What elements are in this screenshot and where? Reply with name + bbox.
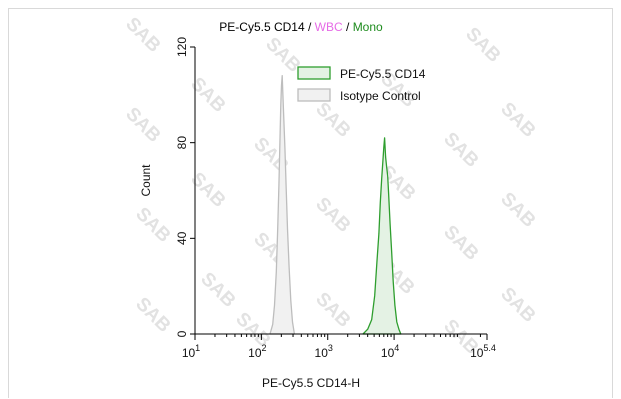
watermark-text: SAB xyxy=(311,288,354,331)
watermark-text: SAB xyxy=(311,193,354,236)
x-tick-base: 10 xyxy=(470,346,484,360)
chart-title-part: / xyxy=(305,20,315,34)
y-tick-label: 120 xyxy=(175,37,189,57)
watermark-text: SAB xyxy=(121,103,164,146)
x-tick-label: 102 xyxy=(248,343,266,360)
y-tick-label: 0 xyxy=(175,330,189,337)
watermark-layer: SAB SAB SAB SAB SAB SAB SAB SAB SAB SAB SAB SAB SAB S… xyxy=(121,13,539,358)
x-tick-base: 10 xyxy=(182,346,196,360)
watermark-text: SAB xyxy=(496,98,539,141)
x-tick-label: 101 xyxy=(182,343,200,360)
x-tick-base: 10 xyxy=(315,346,329,360)
x-tick-exponent: 3 xyxy=(328,343,333,353)
chart-title: PE-Cy5.5 CD14 / WBC / Mono xyxy=(219,20,383,34)
x-axis-label: PE-Cy5.5 CD14-H xyxy=(262,376,360,390)
x-tick-exponent: 4 xyxy=(394,343,399,353)
legend-label: PE-Cy5.5 CD14 xyxy=(340,67,426,81)
y-tick-label: 40 xyxy=(175,231,189,245)
watermark-text: SAB xyxy=(496,188,539,231)
legend: PE-Cy5.5 CD14 Isotype Control xyxy=(297,66,426,103)
legend-swatch xyxy=(297,88,331,102)
legend-swatch xyxy=(297,66,331,80)
x-tick-exponent: 5.4 xyxy=(483,343,496,353)
x-tick-base: 10 xyxy=(248,346,262,360)
chart-panel: SAB SAB SAB SAB SAB SAB SAB SAB SAB SAB SAB SAB SAB S… xyxy=(8,8,613,398)
y-tick-label: 80 xyxy=(175,136,189,150)
chart-title-part: WBC xyxy=(315,20,343,34)
series-layer xyxy=(269,75,402,335)
chart-title-part: PE-Cy5.5 CD14 xyxy=(219,20,305,34)
watermark-text: SAB xyxy=(186,168,229,211)
watermark-text: SAB xyxy=(461,23,504,66)
watermark-text: SAB xyxy=(121,13,164,56)
watermark-text: SAB xyxy=(186,73,229,116)
watermark-text: SAB xyxy=(439,221,482,264)
x-tick-base: 10 xyxy=(381,346,395,360)
watermark-text: SAB xyxy=(131,203,174,246)
watermark-text: SAB xyxy=(439,128,482,171)
x-tick-label: 104 xyxy=(381,343,399,360)
legend-label: Isotype Control xyxy=(340,89,421,103)
chart-title-part: Mono xyxy=(353,20,383,34)
watermark-text: SAB xyxy=(311,98,354,141)
chart-title-part: / xyxy=(343,20,353,34)
x-tick-exponent: 2 xyxy=(262,343,267,353)
watermark-text: SAB xyxy=(496,283,539,326)
x-tick-label: 105.4 xyxy=(470,343,496,360)
watermark-text: SAB xyxy=(131,293,174,336)
y-axis-label: Count xyxy=(139,164,153,197)
series-area-isotype-control xyxy=(269,75,296,335)
x-tick-exponent: 1 xyxy=(195,343,200,353)
watermark-text: SAB xyxy=(196,268,239,311)
x-tick-label: 103 xyxy=(315,343,333,360)
histogram-chart: SAB SAB SAB SAB SAB SAB SAB SAB SAB SAB SAB SAB SAB S… xyxy=(121,13,539,390)
series-area-pe-cy5-5-cd14 xyxy=(362,137,402,335)
